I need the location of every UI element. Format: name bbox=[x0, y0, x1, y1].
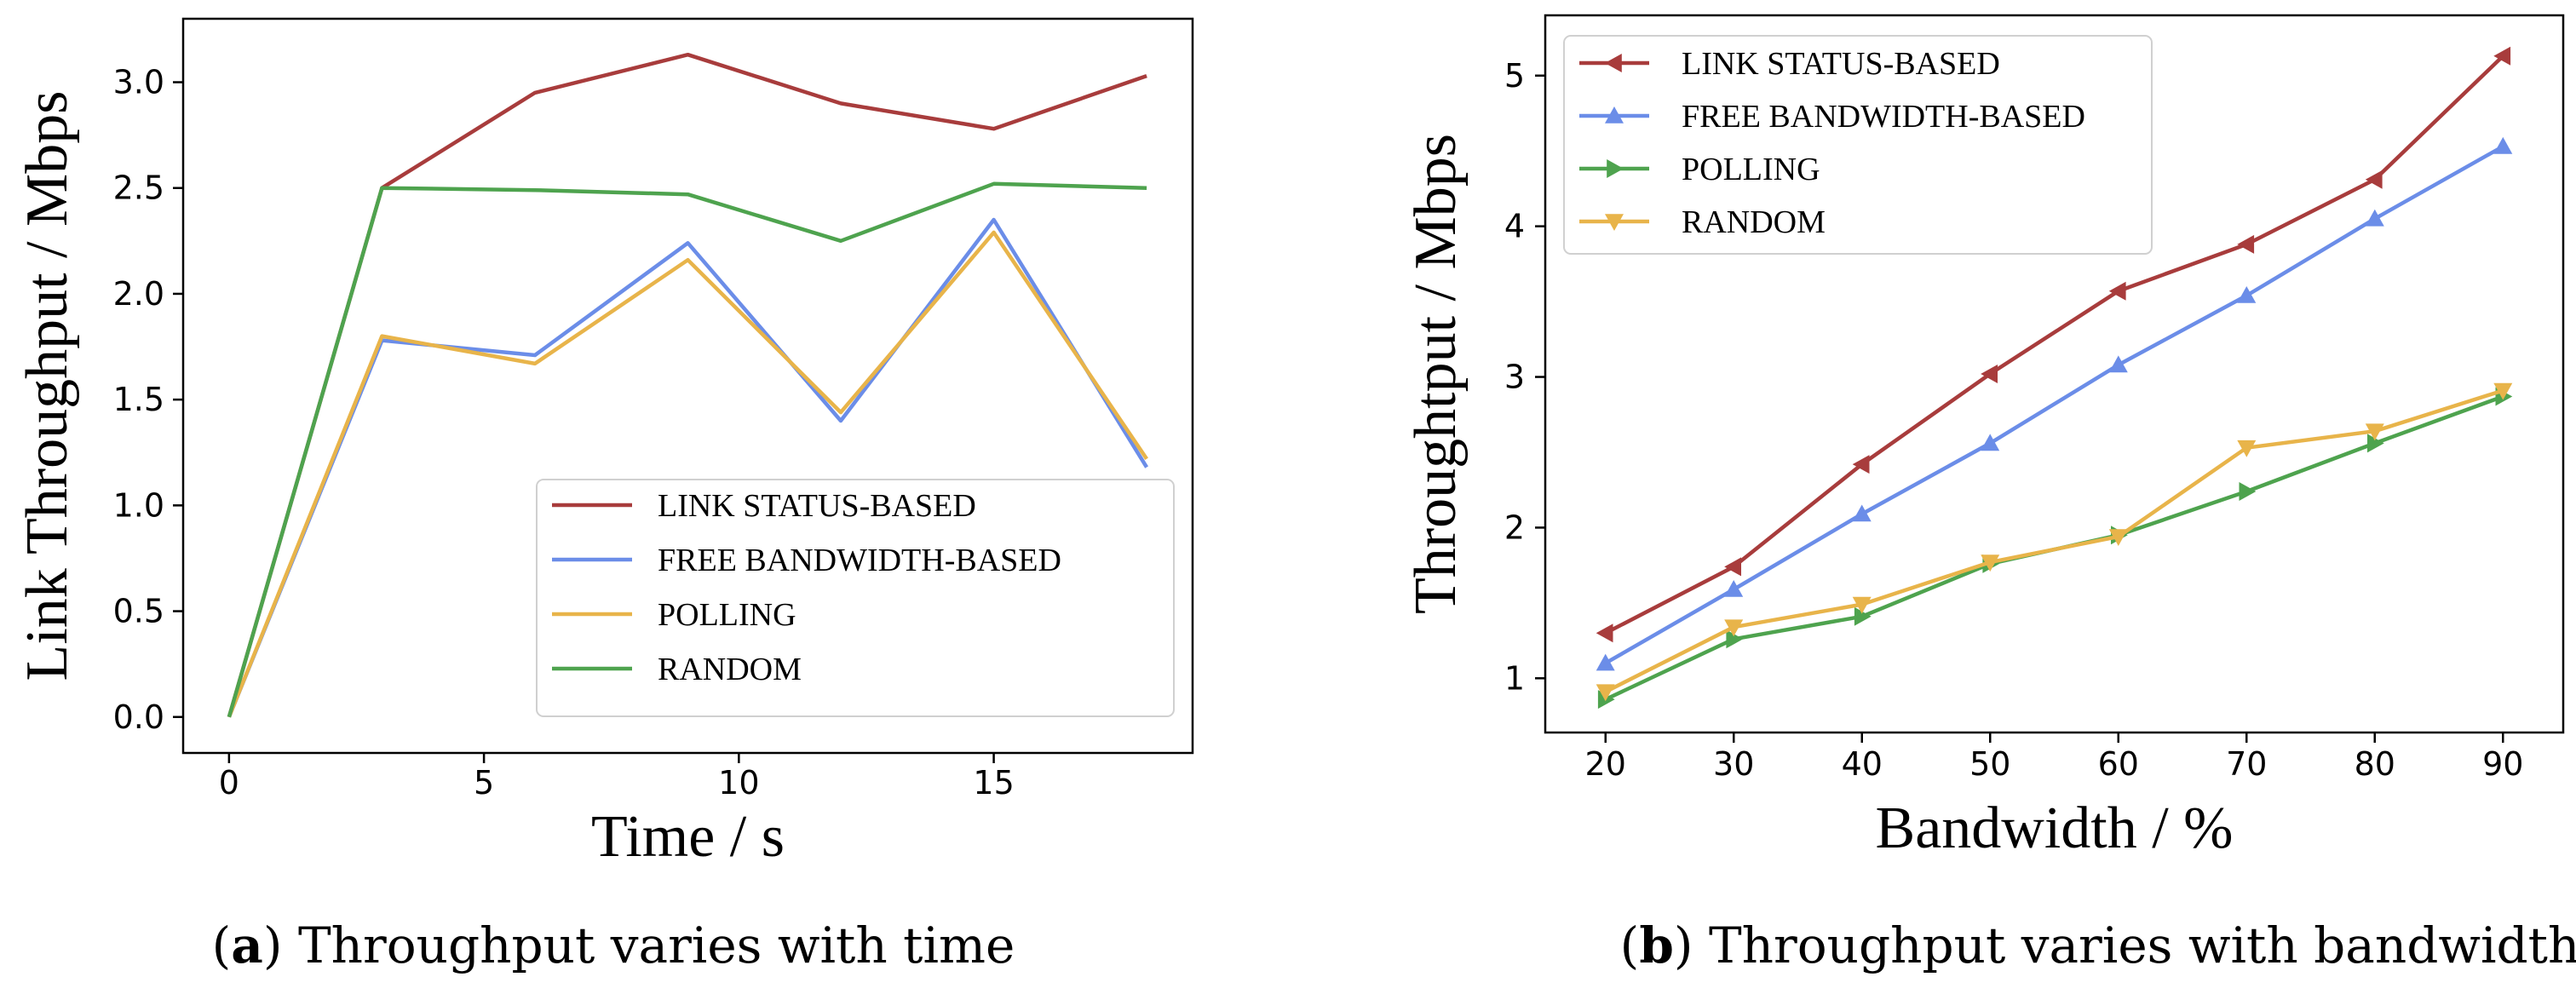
series-line bbox=[1604, 144, 2504, 665]
x-axis-label: Time / s bbox=[591, 804, 785, 870]
x-tick-label: 15 bbox=[973, 764, 1014, 802]
y-tick-label: 1 bbox=[1504, 659, 1525, 697]
y-tick-label: 2 bbox=[1504, 508, 1525, 546]
series-line bbox=[227, 181, 1147, 718]
legend: LINK STATUS-BASED FREE BANDWIDTH-BASED POL… bbox=[536, 479, 1175, 717]
legend-label: FREE BANDWIDTH-BASED bbox=[1682, 99, 2085, 135]
x-tick-label: 30 bbox=[1713, 745, 1754, 783]
data-point-marker bbox=[2108, 355, 2128, 373]
data-point-marker bbox=[1852, 596, 1872, 614]
x-tick-label: 50 bbox=[1969, 745, 2010, 783]
data-point-marker bbox=[2367, 434, 2384, 453]
data-point-marker bbox=[2365, 169, 2383, 189]
y-tick-label: 0.5 bbox=[113, 593, 164, 630]
y-tick-label: 3.0 bbox=[113, 64, 164, 101]
axes-frame bbox=[181, 17, 1194, 755]
x-tick-label: 20 bbox=[1585, 745, 1626, 783]
data-point-marker bbox=[1724, 557, 1741, 577]
caption-letter: a bbox=[231, 916, 263, 974]
data-point-marker bbox=[2237, 440, 2257, 457]
legend-label: LINK STATUS-BASED bbox=[1682, 46, 2000, 82]
data-point-marker bbox=[1596, 653, 1615, 671]
data-point-marker bbox=[1726, 629, 1744, 649]
figure-caption: (b) Throughput varies with bandwidth bbox=[1620, 916, 2576, 974]
data-point-marker bbox=[1724, 580, 1744, 597]
data-point-marker bbox=[1852, 455, 1870, 474]
series-line bbox=[1604, 55, 2504, 635]
figure-caption: (a) Throughput varies with time bbox=[212, 916, 1015, 974]
y-tick-label: 2.0 bbox=[113, 275, 164, 313]
x-tick-label: 70 bbox=[2226, 745, 2267, 783]
legend-label: POLLING bbox=[1682, 152, 1820, 187]
data-point-marker bbox=[1981, 434, 2000, 451]
data-point-marker bbox=[2239, 482, 2257, 501]
legend-label: LINK STATUS-BASED bbox=[658, 488, 976, 524]
y-tick-label: 2.5 bbox=[113, 169, 164, 207]
data-point-marker bbox=[1981, 365, 1998, 383]
y-axis-label: Throughtput / Mbps bbox=[1403, 134, 1469, 614]
data-point-marker bbox=[2493, 382, 2513, 400]
y-tick-label: 3 bbox=[1504, 359, 1525, 396]
caption-letter: b bbox=[1639, 916, 1674, 974]
data-point-marker bbox=[1596, 684, 1615, 702]
data-point-marker bbox=[2108, 281, 2126, 301]
y-tick-label: 5 bbox=[1504, 57, 1525, 95]
data-point-marker bbox=[1596, 623, 1613, 643]
legend-marker bbox=[1605, 54, 1622, 72]
data-point-marker bbox=[2237, 234, 2255, 254]
chart-panel-a: 0 5 10 15 0.0 0.5 1.0 1.5 2.0 2.5 3.0 Time / s Link … bbox=[14, 17, 1194, 974]
y-tick-label: 1.0 bbox=[113, 486, 164, 524]
chart-panel-b: 20 30 40 50 60 70 80 90 1 2 3 4 5 Bandwidth / % Throug… bbox=[1403, 14, 2576, 974]
legend-box bbox=[1563, 35, 2153, 255]
legend-box bbox=[536, 479, 1175, 717]
data-point-marker bbox=[1854, 606, 1872, 626]
legend: LINK STATUS-BASED FREE BANDWIDTH-BASED POL… bbox=[1563, 35, 2153, 255]
x-tick-label: 80 bbox=[2355, 745, 2395, 783]
legend-label: RANDOM bbox=[1682, 204, 1826, 240]
legend-label: POLLING bbox=[658, 597, 796, 633]
x-tick-label: 40 bbox=[1842, 745, 1883, 783]
caption-paren-close: ) bbox=[263, 916, 298, 974]
data-point-marker bbox=[2108, 529, 2128, 546]
x-tick-label: 90 bbox=[2482, 745, 2523, 783]
caption-paren-open: ( bbox=[1620, 916, 1640, 974]
axes-frame bbox=[1544, 14, 2565, 734]
x-tick-label: 5 bbox=[474, 764, 494, 802]
legend-label: RANDOM bbox=[658, 652, 802, 687]
data-point-marker bbox=[1724, 619, 1744, 637]
legend-marker bbox=[1607, 159, 1624, 178]
x-tick-label: 0 bbox=[219, 764, 239, 802]
caption-text: Throughput varies with bandwidth bbox=[1709, 916, 2576, 974]
legend-marker bbox=[1605, 106, 1624, 124]
caption-paren-close: ) bbox=[1674, 916, 1709, 974]
legend-marker bbox=[1605, 214, 1624, 231]
legend-label: FREE BANDWIDTH-BASED bbox=[658, 543, 1061, 578]
data-point-marker bbox=[1852, 504, 1872, 522]
data-point-marker bbox=[1981, 554, 2000, 572]
y-axis-label: Link Throughput / Mbps bbox=[14, 91, 80, 681]
data-point-marker bbox=[2365, 209, 2384, 227]
x-axis-label: Bandwidth / % bbox=[1876, 796, 2234, 861]
data-point-marker bbox=[2365, 423, 2384, 441]
series-line bbox=[227, 230, 1148, 718]
series-line bbox=[1604, 388, 2504, 694]
y-tick-label: 0.0 bbox=[113, 698, 164, 736]
caption-paren-open: ( bbox=[212, 916, 232, 974]
data-point-marker bbox=[2237, 286, 2257, 303]
x-tick-label: 60 bbox=[2098, 745, 2139, 783]
caption-text: Throughput varies with time bbox=[298, 916, 1015, 974]
y-tick-label: 4 bbox=[1504, 208, 1525, 245]
data-point-marker bbox=[2493, 46, 2511, 66]
y-tick-label: 1.5 bbox=[113, 381, 164, 418]
data-point-marker bbox=[2493, 136, 2513, 154]
x-tick-label: 10 bbox=[718, 764, 759, 802]
